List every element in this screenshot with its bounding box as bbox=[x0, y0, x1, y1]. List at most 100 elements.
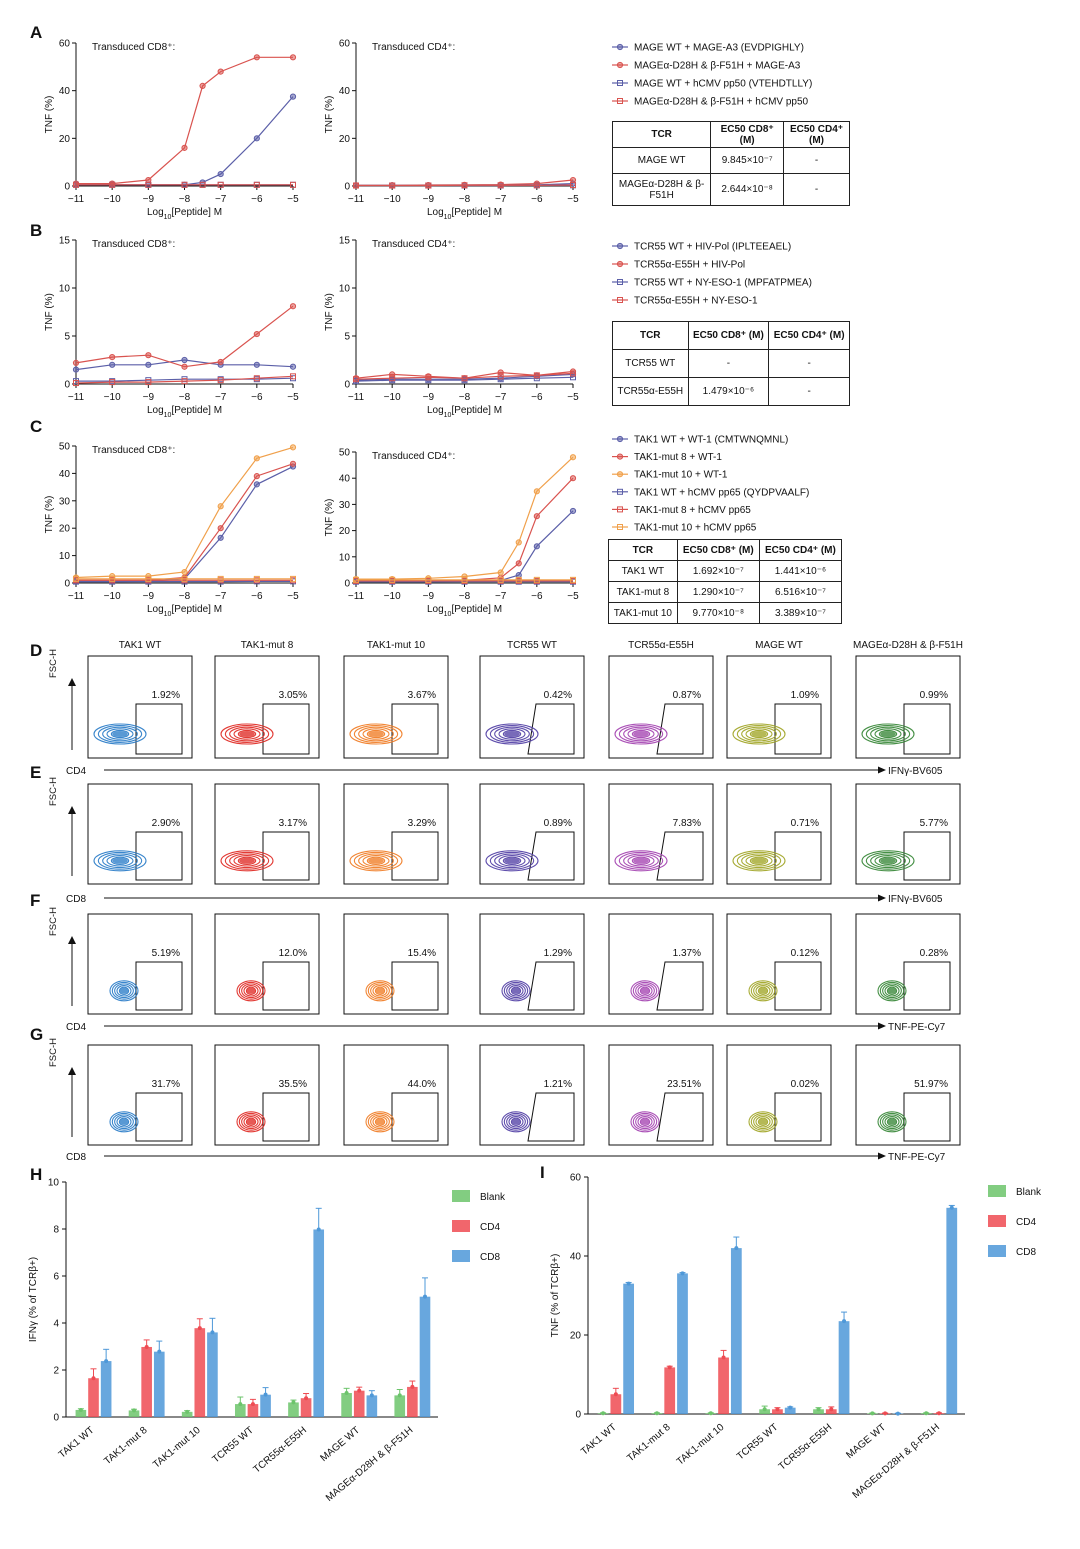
flow-plot-frame bbox=[343, 783, 449, 885]
population-contour bbox=[749, 856, 769, 865]
gate-box bbox=[262, 961, 310, 1011]
data-point bbox=[217, 534, 224, 541]
gate-box bbox=[656, 961, 704, 1011]
population-contour bbox=[106, 728, 134, 740]
x-axis-title: Log10[Peptide] M bbox=[427, 207, 502, 221]
table-cell: - bbox=[768, 349, 850, 378]
population-core bbox=[246, 1118, 256, 1125]
x-tick-label: −11 bbox=[68, 392, 85, 403]
data-point bbox=[569, 454, 577, 461]
chart-title: Transduced CD8⁺: bbox=[92, 42, 175, 53]
data-point bbox=[145, 181, 152, 188]
table-cell: 1.290×10⁻⁷ bbox=[676, 581, 760, 603]
population-contour bbox=[736, 851, 782, 870]
bar bbox=[407, 1386, 418, 1417]
arrow-head bbox=[68, 1067, 76, 1075]
y-tick-label: 0 bbox=[344, 579, 350, 590]
population-contour bbox=[97, 725, 143, 743]
y-axis-title: TNF (% of TCRβ+) bbox=[550, 1254, 561, 1338]
data-point bbox=[217, 181, 224, 188]
population-contour bbox=[510, 1117, 522, 1126]
population-contour bbox=[632, 1112, 658, 1131]
replicate-dot bbox=[601, 1411, 606, 1416]
category-label: TCR55α-E55H bbox=[777, 1422, 834, 1473]
gate-box bbox=[262, 703, 310, 755]
y-axis-title: TNF (%) bbox=[44, 293, 55, 331]
y-tick-label: 0 bbox=[575, 1410, 581, 1421]
data-point bbox=[353, 576, 359, 583]
data-point bbox=[253, 361, 260, 368]
population-contour bbox=[102, 853, 138, 869]
flow-plot-frame bbox=[608, 913, 714, 1015]
table-row: TAK1-mut 8 1.290×10⁻⁷ 6.516×10⁻⁷ bbox=[608, 581, 843, 603]
data-point bbox=[425, 576, 432, 583]
x-tick-label: −9 bbox=[143, 591, 155, 602]
panel-letter-I: I bbox=[540, 1163, 545, 1182]
data-point bbox=[253, 455, 260, 462]
data-point bbox=[570, 370, 576, 377]
flow-plot-frame bbox=[479, 913, 585, 1015]
population-contour bbox=[627, 855, 655, 867]
population-contour bbox=[748, 1111, 778, 1133]
table-cell: MAGEα-D28H & β-F51H bbox=[611, 173, 712, 206]
flow-plot-frame bbox=[214, 1044, 320, 1146]
population-core bbox=[640, 987, 650, 994]
replicate-dot bbox=[788, 1405, 793, 1410]
data-point bbox=[253, 54, 260, 61]
replicate-dot bbox=[422, 1294, 427, 1299]
replicate-dot bbox=[842, 1319, 847, 1324]
population-core bbox=[640, 1118, 650, 1125]
category-label: MAGE WT bbox=[844, 1422, 888, 1461]
bar bbox=[341, 1393, 352, 1417]
population-contour bbox=[630, 1111, 660, 1133]
category-label: MAGEα-D28H & β-F51H bbox=[851, 1422, 942, 1501]
x-tick-label: −10 bbox=[384, 392, 401, 403]
population-core bbox=[368, 857, 384, 864]
y-tick-label: 20 bbox=[339, 526, 351, 537]
population-contour bbox=[489, 851, 535, 870]
population-contour bbox=[243, 985, 259, 997]
population-contour bbox=[732, 850, 786, 872]
data-point bbox=[569, 475, 577, 482]
legend-A: MAGE WT + MAGE-A3 (EVDPIGHLY) MAGEα-D28H … bbox=[612, 43, 812, 108]
legend-marker bbox=[616, 453, 624, 460]
population-contour bbox=[233, 855, 261, 867]
data-point bbox=[389, 182, 396, 189]
data-point bbox=[353, 376, 359, 383]
population-contour bbox=[236, 980, 266, 1002]
gate-percent: 0.89% bbox=[544, 818, 572, 829]
legend-marker bbox=[616, 435, 624, 443]
panel-letter-E: E bbox=[30, 763, 41, 782]
flow-plot-frame bbox=[726, 913, 832, 1015]
flow-row-D: FSC-H CD4 IFNγ-BV605 1.92% 3.05% 3.67% 0.42% 0.… bbox=[48, 649, 961, 777]
table-header: EC50 CD4⁺ (M) bbox=[758, 539, 843, 561]
replicate-dot bbox=[91, 1376, 96, 1381]
arrow-head bbox=[68, 678, 76, 686]
x-tick-label: −11 bbox=[348, 591, 365, 602]
y-tick-label: 6 bbox=[53, 1272, 59, 1283]
population-core bbox=[246, 987, 256, 994]
data-point bbox=[253, 330, 260, 338]
data-point bbox=[570, 374, 576, 381]
legend-marker bbox=[616, 260, 624, 268]
gate-percent: 7.83% bbox=[673, 818, 701, 829]
population-contour bbox=[114, 983, 134, 999]
flow-row-E: FSC-H CD8 IFNγ-BV605 2.90% 3.17% 3.29% 0.89% 7.… bbox=[48, 777, 961, 905]
population-contour bbox=[618, 851, 664, 870]
y-tick-label: 40 bbox=[339, 86, 351, 97]
population-core bbox=[887, 1118, 897, 1125]
flow-plot-frame bbox=[608, 1044, 714, 1146]
data-point bbox=[289, 54, 297, 61]
table-cell: - bbox=[768, 377, 850, 406]
x-tick-label: −9 bbox=[423, 194, 435, 205]
replicate-dot bbox=[132, 1408, 137, 1413]
legend-label: MAGEα-D28H & β-F51H + MAGE-A3 bbox=[634, 61, 801, 72]
population-contour bbox=[245, 986, 257, 995]
legend-label: TAK1-mut 10 + hCMV pp65 bbox=[634, 523, 757, 534]
flow-plot-frame bbox=[214, 913, 320, 1015]
x-tick-label: −11 bbox=[348, 194, 365, 205]
population-contour bbox=[109, 980, 139, 1002]
chart-title: Transduced CD8⁺: bbox=[92, 239, 175, 250]
